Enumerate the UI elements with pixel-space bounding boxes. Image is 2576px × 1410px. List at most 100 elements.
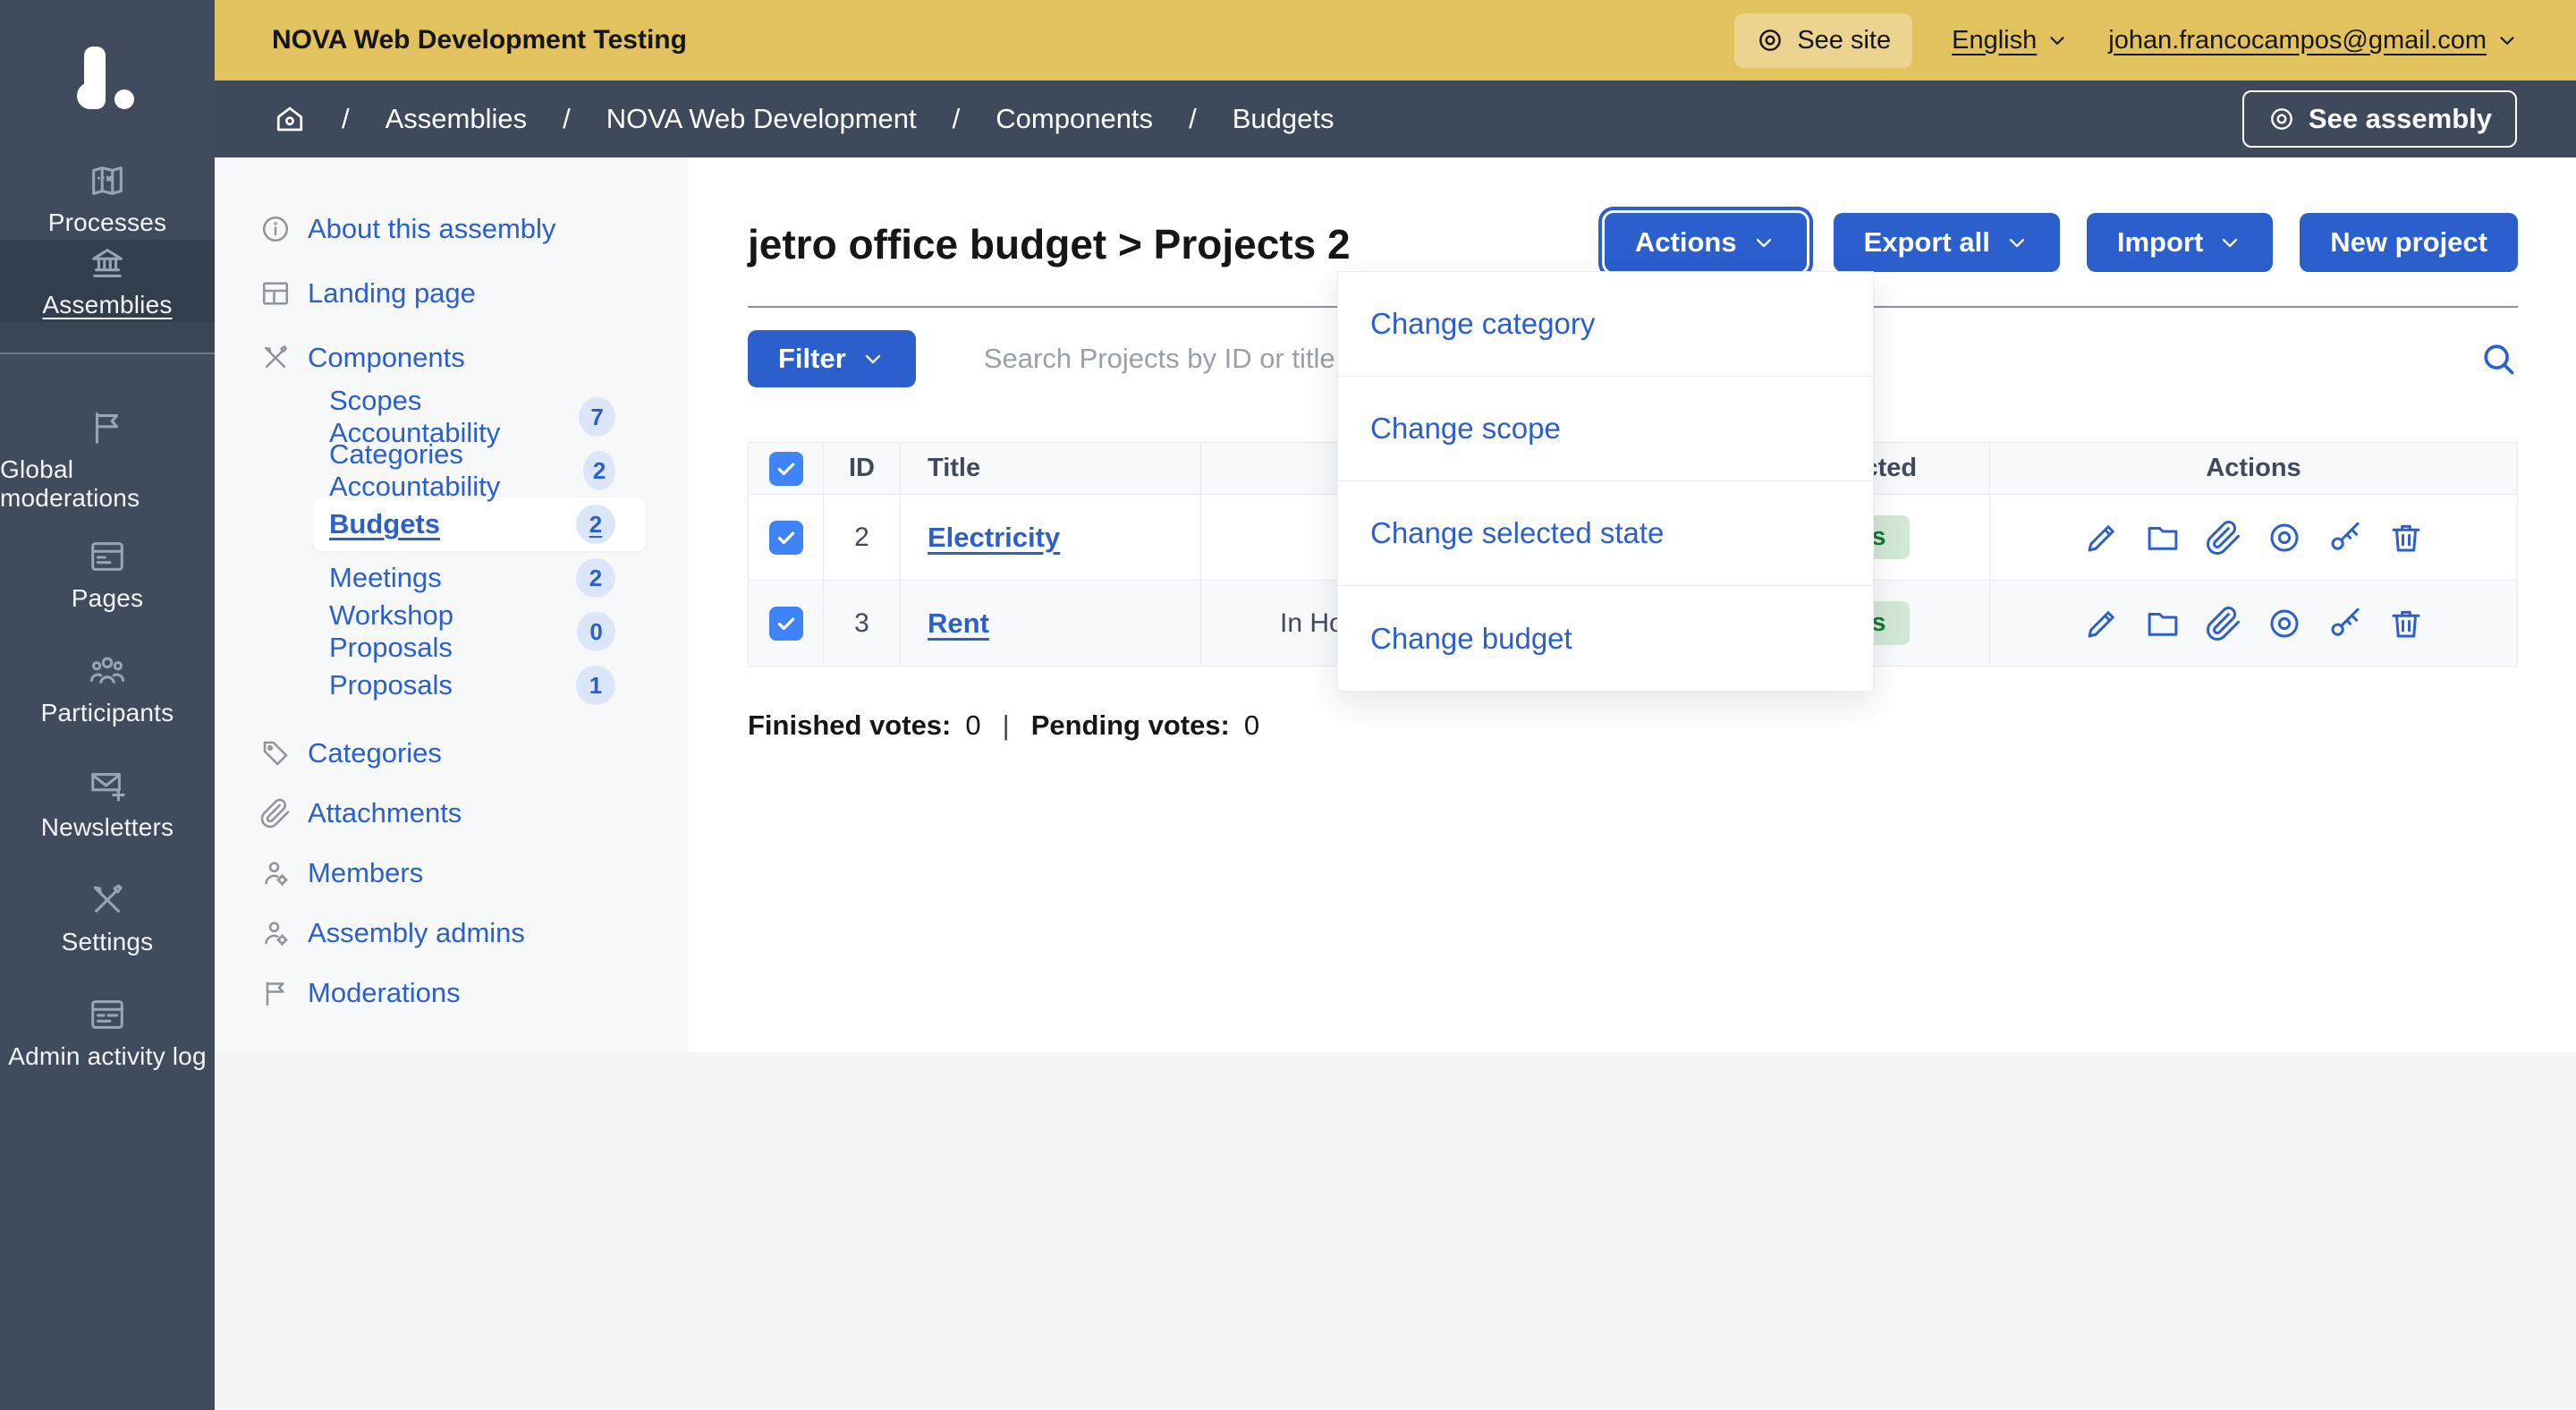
breadcrumb-budgets[interactable]: Budgets: [1232, 103, 1335, 134]
menu-item-change-selected-state[interactable]: Change selected state: [1338, 481, 1873, 586]
menu-label: Components: [308, 342, 465, 373]
menu-label: Categories: [308, 736, 442, 769]
menu-item-change-category[interactable]: Change category: [1338, 272, 1873, 377]
row-checkbox-cell: [748, 580, 824, 667]
menu-landing-page[interactable]: Landing page: [215, 261, 689, 326]
edit-icon[interactable]: [2083, 605, 2121, 642]
breadcrumb-separator: /: [563, 103, 571, 134]
project-title-link[interactable]: Electricity: [928, 521, 1061, 553]
menu-label: Scopes Accountability: [329, 385, 501, 448]
active-section-strip: [0, 322, 215, 352]
filter-button[interactable]: Filter: [748, 330, 916, 387]
breadcrumb-separator: /: [952, 103, 961, 134]
breadcrumb-components[interactable]: Components: [996, 103, 1154, 134]
preview-icon[interactable]: [2266, 519, 2303, 556]
paperclip-icon[interactable]: [2205, 519, 2242, 556]
main-sidebar: Processes Assemblies Global moderations …: [0, 0, 215, 1410]
layout-grid-icon: [262, 282, 289, 305]
people-icon: [89, 657, 125, 684]
count-badge: 0: [577, 612, 615, 651]
menu-workshop-proposals[interactable]: Workshop Proposals 0: [313, 599, 646, 663]
finished-votes-value: 0: [965, 709, 981, 741]
menu-label: Moderations: [308, 976, 461, 1008]
sidebar-item-settings[interactable]: Settings: [0, 861, 215, 975]
person-gear-icon: [265, 861, 288, 886]
chevron-down-icon: [2050, 37, 2064, 45]
breadcrumb: / Assemblies / NOVA Web Development / Co…: [274, 103, 1334, 135]
finished-votes-label: Finished votes:: [748, 709, 952, 741]
menu-item-change-budget[interactable]: Change budget: [1338, 586, 1873, 691]
permissions-key-icon[interactable]: [2326, 519, 2364, 556]
preview-icon[interactable]: [2266, 605, 2303, 642]
person-gear-icon: [265, 921, 288, 946]
see-site-button[interactable]: See site: [1734, 13, 1913, 68]
row-checkbox-cell: [748, 494, 824, 581]
project-title-link[interactable]: Rent: [928, 607, 989, 639]
count-badge: 2: [576, 558, 615, 598]
see-assembly-button[interactable]: See assembly: [2241, 90, 2517, 148]
sidebar-item-newsletters[interactable]: Newsletters: [0, 746, 215, 861]
sidebar-item-label: Admin activity log: [8, 1042, 207, 1070]
menu-scopes-accountability[interactable]: Scopes Accountability 7: [313, 385, 646, 448]
menu-label: Attachments: [308, 796, 462, 828]
paperclip-icon: [260, 798, 290, 828]
folder-icon[interactable]: [2144, 519, 2182, 556]
menu-moderations[interactable]: Moderations: [215, 963, 689, 1023]
see-site-label: See site: [1797, 25, 1892, 55]
breadcrumb-bar: / Assemblies / NOVA Web Development / Co…: [215, 81, 2576, 157]
new-project-button[interactable]: New project: [2300, 213, 2518, 272]
import-button[interactable]: Import: [2086, 213, 2274, 272]
sidebar-item-processes[interactable]: Processes: [0, 157, 215, 240]
menu-assembly-admins[interactable]: Assembly admins: [215, 903, 689, 963]
menu-components[interactable]: Components: [215, 326, 689, 390]
menu-categories-accountability[interactable]: Categories Accountability 2: [313, 438, 646, 502]
delete-icon[interactable]: [2387, 519, 2425, 556]
select-all-checkbox[interactable]: [768, 451, 803, 486]
menu-attachments[interactable]: Members Attachments: [215, 783, 689, 843]
home-icon[interactable]: [274, 103, 306, 135]
row-checkbox[interactable]: [768, 606, 803, 641]
row-checkbox[interactable]: [768, 520, 803, 555]
breadcrumb-assembly-name[interactable]: NOVA Web Development: [606, 103, 917, 134]
menu-budgets[interactable]: Budgets 2: [313, 497, 646, 551]
sidebar-item-admin-activity-log[interactable]: Admin activity log: [0, 975, 215, 1090]
permissions-key-icon[interactable]: [2326, 605, 2364, 642]
chevron-down-icon: [865, 354, 880, 364]
target-eye-icon: [2271, 108, 2292, 130]
filter-label: Filter: [778, 343, 846, 374]
paperclip-icon[interactable]: [2205, 605, 2242, 642]
language-selector[interactable]: English: [1952, 26, 2069, 55]
menu-about-assembly[interactable]: About this assembly: [215, 197, 689, 261]
activity-log-icon: [91, 1000, 123, 1029]
delete-icon[interactable]: [2387, 605, 2425, 642]
search-icon[interactable]: [2479, 339, 2518, 378]
menu-proposals[interactable]: Proposals 1: [313, 658, 646, 712]
select-all-cell: [748, 442, 824, 495]
breadcrumb-assemblies[interactable]: Assemblies: [385, 103, 528, 134]
app-logo[interactable]: [0, 0, 215, 157]
sidebar-item-global-moderations[interactable]: Global moderations: [0, 403, 215, 517]
edit-icon[interactable]: [2083, 519, 2121, 556]
menu-item-change-scope[interactable]: Change scope: [1338, 377, 1873, 481]
header-actions: Actions: [1989, 442, 2518, 495]
breadcrumb-separator: /: [1189, 103, 1197, 134]
count-badge: 2: [576, 505, 615, 544]
flag-icon: [95, 412, 119, 444]
menu-meetings[interactable]: Meetings 2: [313, 551, 646, 605]
folder-icon[interactable]: [2144, 605, 2182, 642]
actions-button-label: Actions: [1634, 226, 1737, 258]
target-eye-icon: [1759, 30, 1782, 51]
actions-button[interactable]: Actions: [1597, 207, 1813, 278]
sidebar-item-assemblies[interactable]: Assemblies: [0, 240, 215, 322]
header-title: Title: [900, 442, 1201, 495]
user-menu[interactable]: johan.francocampos@gmail.com: [2108, 26, 2519, 55]
export-all-button[interactable]: Export all: [1833, 213, 2060, 272]
tools-icon: [93, 884, 123, 913]
sidebar-item-pages[interactable]: Pages: [0, 517, 215, 632]
sidebar-divider: [0, 352, 215, 354]
chevron-down-icon: [2223, 238, 2238, 248]
sidebar-item-label: Newsletters: [40, 813, 174, 841]
menu-members[interactable]: Members: [215, 843, 689, 903]
menu-categories[interactable]: Categories: [215, 723, 689, 783]
sidebar-item-participants[interactable]: Participants: [0, 632, 215, 746]
